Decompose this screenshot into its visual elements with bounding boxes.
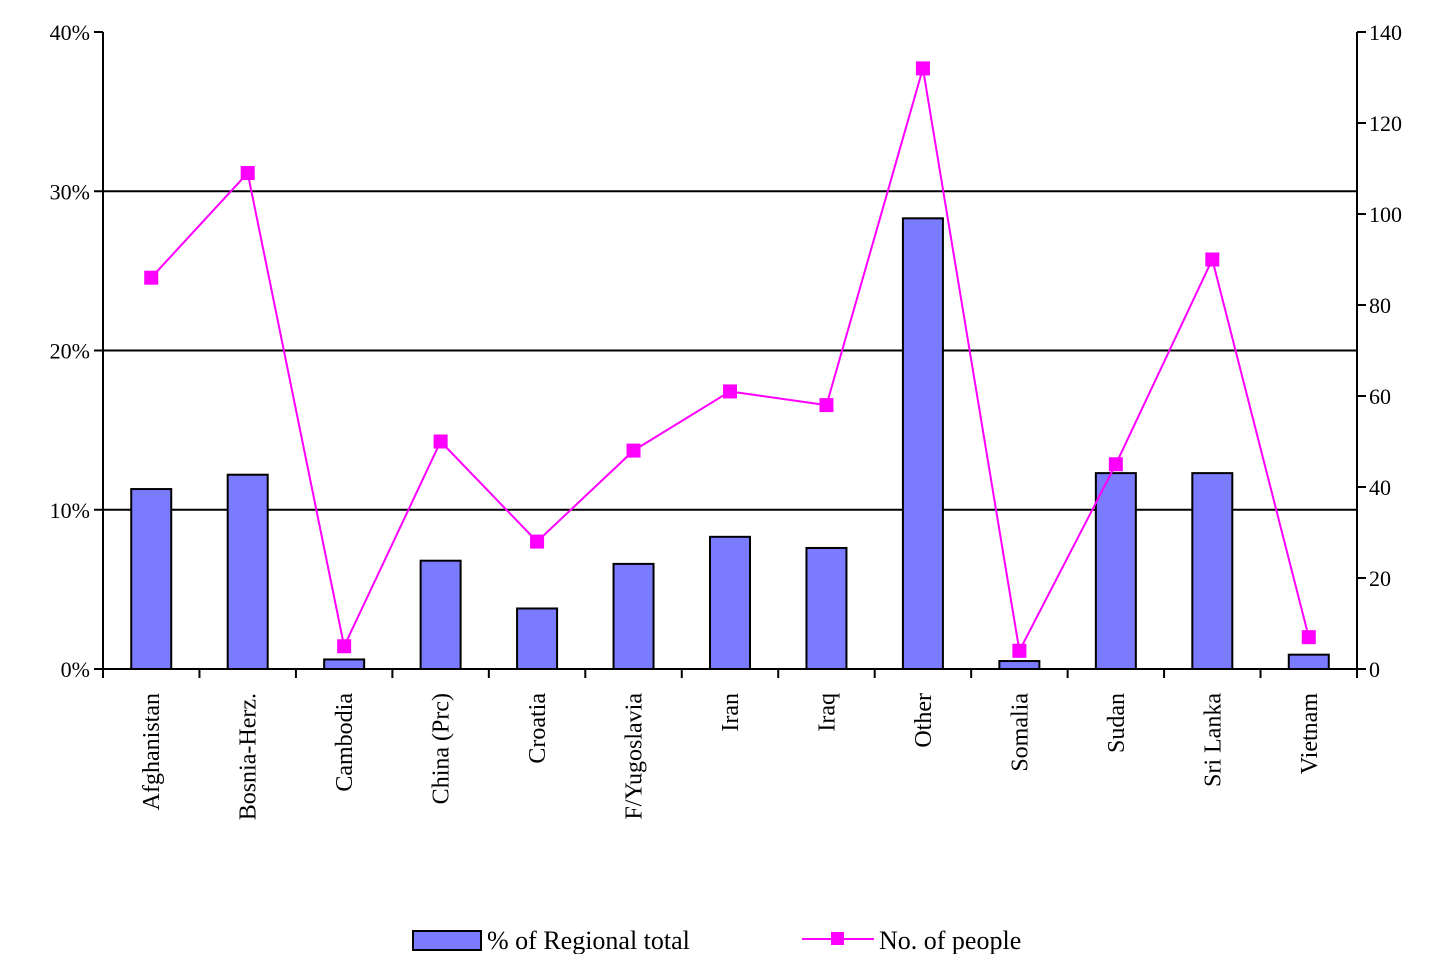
right-tick-label: 140 — [1369, 20, 1402, 45]
bar — [1287, 653, 1330, 670]
bar-series — [130, 217, 1330, 671]
bar — [805, 546, 848, 670]
category-label: Croatia — [525, 693, 551, 764]
bar — [998, 660, 1041, 670]
line-point — [819, 398, 834, 413]
category-label: Sri Lanka — [1200, 693, 1226, 787]
category-label: Iran — [718, 693, 744, 732]
line-point — [530, 534, 545, 549]
right-tick-label: 80 — [1369, 293, 1391, 318]
line-point — [433, 434, 448, 449]
category-label: Other — [911, 693, 937, 748]
bar — [323, 658, 366, 671]
bar — [901, 217, 944, 670]
line-point — [1108, 457, 1123, 472]
category-label: Vietnam — [1297, 693, 1323, 775]
line-series — [144, 61, 1316, 658]
axis-labels: 0% 10% 20% 30% 40% 0 20 40 60 80 100 120 140 Afghanis… — [50, 20, 1402, 820]
line-point — [337, 639, 352, 654]
legend-label-bar: % of Regional total — [487, 926, 690, 954]
axes — [94, 31, 1366, 678]
legend-label-line: No. of people — [879, 926, 1021, 954]
left-tick-label: 30% — [50, 179, 90, 204]
legend: % of Regional total No. of people — [412, 926, 1021, 954]
right-tick-label: 120 — [1369, 111, 1402, 136]
left-tick-label: 40% — [50, 20, 90, 45]
left-tick-label: 20% — [50, 339, 90, 364]
bar — [419, 559, 462, 671]
category-label: F/Yugoslavia — [622, 693, 648, 820]
left-tick-label: 10% — [50, 498, 90, 523]
right-tick-label: 60 — [1369, 384, 1391, 409]
right-tick-label: 40 — [1369, 475, 1391, 500]
legend-line-marker — [831, 932, 844, 945]
right-tick-label: 20 — [1369, 566, 1391, 591]
bar — [1191, 472, 1234, 670]
category-label: China (Prc) — [429, 693, 455, 804]
line-point — [240, 166, 255, 181]
category-label: Bosnia-Herz. — [236, 693, 262, 820]
bar — [226, 473, 269, 670]
grid-lines — [103, 190, 1357, 511]
category-label: Iraq — [814, 693, 840, 732]
line-point — [915, 61, 930, 76]
line-point — [144, 270, 159, 285]
category-label: Cambodia — [332, 693, 358, 792]
line-point — [723, 384, 737, 399]
category-label: Afghanistan — [139, 693, 165, 810]
bar — [709, 535, 751, 671]
bar — [612, 562, 655, 671]
legend-bar-swatch — [412, 930, 482, 951]
left-tick-label: 0% — [61, 657, 90, 682]
line-point — [1301, 630, 1316, 645]
category-label: Somalia — [1007, 693, 1033, 772]
line-point — [1205, 252, 1220, 267]
bar — [130, 488, 173, 670]
right-tick-label: 0 — [1369, 657, 1380, 682]
right-tick-label: 100 — [1369, 202, 1402, 227]
line-point — [1012, 643, 1027, 658]
line-point — [626, 443, 641, 458]
category-label: Sudan — [1104, 693, 1130, 753]
bar — [516, 607, 559, 670]
bar — [1094, 472, 1137, 670]
